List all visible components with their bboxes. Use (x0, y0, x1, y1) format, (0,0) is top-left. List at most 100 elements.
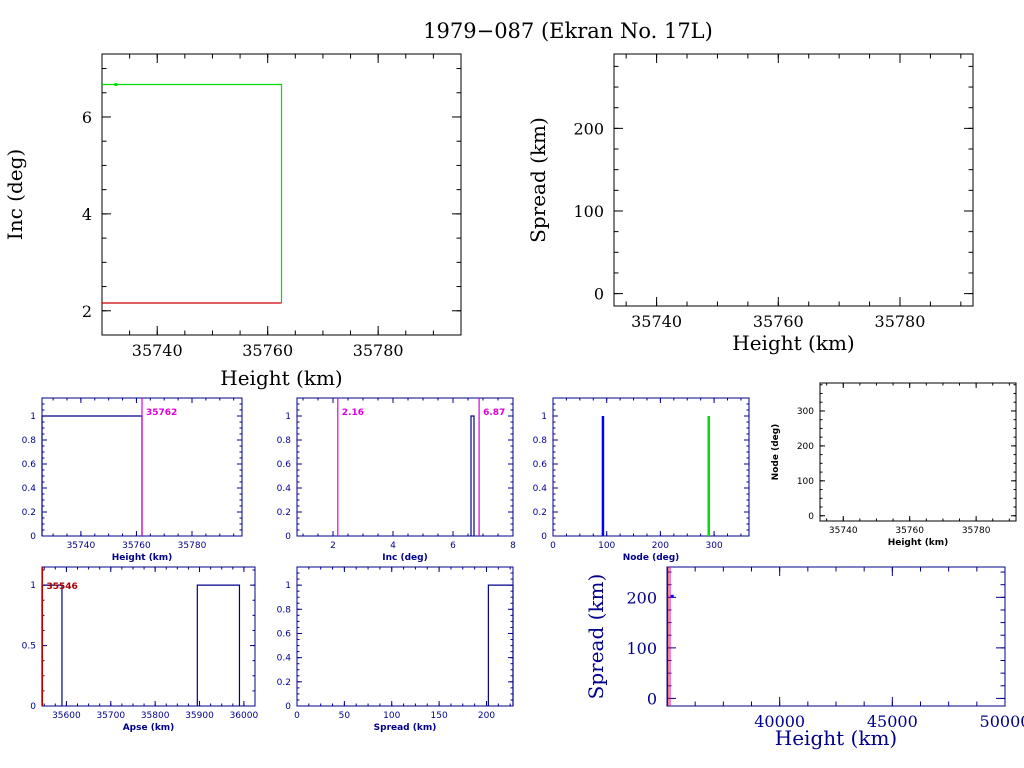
data-point (670, 594, 674, 598)
y-tick-label: 200 (573, 119, 604, 138)
data-point (114, 83, 118, 87)
y-tick-label: 0 (285, 702, 291, 712)
x-axis-label: Spread (km) (374, 723, 437, 733)
y-tick-label: 0.8 (277, 605, 292, 615)
plot-frame (101, 53, 462, 336)
y-tick-label: 4 (82, 205, 92, 224)
y-tick-label: 0.4 (533, 484, 548, 494)
x-tick-label: 2 (330, 541, 336, 551)
marker-label: 2.16 (342, 408, 364, 418)
y-tick-label: 2 (82, 302, 92, 321)
x-tick-label: 6 (450, 541, 456, 551)
x-tick-label: 150 (431, 711, 448, 721)
x-tick-label: 200 (652, 541, 669, 551)
hist-apse-chart: 35600 35700 35800 35900 36000 0 0.5 1 Apse (km) 3… (22, 566, 259, 733)
y-axis-label: Spread (km) (584, 574, 608, 700)
inc-vs-height-chart: 35740 35760 35780 2 4 6 Height (km) Inc (deg) (3, 53, 462, 390)
y-tick-label: 0.8 (277, 436, 292, 446)
y-tick-label: 0.2 (22, 508, 36, 518)
y-tick-label: 0.6 (277, 460, 292, 470)
y-tick-label: 0 (30, 702, 36, 712)
x-tick-label: 300 (706, 541, 723, 551)
plot-frame (819, 382, 1017, 522)
y-tick-label: 0.6 (533, 460, 548, 470)
hist-inc-chart: 2 4 6 8 0 0.2 0.4 0.6 0.8 1 Inc (deg) 2.16 6.87 (277, 397, 516, 563)
y-tick-label: 100 (797, 477, 814, 487)
marker-label: 35546 (46, 582, 77, 592)
x-tick-label: 35780 (353, 341, 404, 360)
x-axis-label: Height (km) (888, 538, 949, 548)
y-tick-label: 300 (797, 407, 814, 417)
x-tick-label: 36000 (230, 711, 259, 721)
x-tick-label: 35600 (52, 711, 81, 721)
series-line (102, 83, 283, 304)
x-tick-label: 35760 (242, 341, 293, 360)
y-tick-label: 0.4 (277, 484, 292, 494)
x-tick-label: 35900 (185, 711, 214, 721)
y-tick-label: 1 (30, 412, 36, 422)
hist-height-chart: 35740 35760 35780 0 0.2 0.4 0.6 0.8 1 Height (km)… (22, 397, 243, 563)
y-tick-label: 0 (30, 532, 36, 542)
y-tick-label: 0 (285, 532, 291, 542)
plot-frame (666, 566, 1006, 707)
y-tick-label: 0.5 (22, 642, 36, 652)
x-tick-label: 4 (390, 541, 396, 551)
y-tick-label: 0.4 (22, 484, 37, 494)
x-tick-label: 0 (550, 541, 556, 551)
y-tick-label: 1 (285, 412, 291, 422)
x-tick-label: 35780 (875, 312, 926, 331)
histogram-bar (470, 415, 475, 536)
x-tick-label: 35740 (67, 541, 96, 551)
y-tick-label: 1 (30, 581, 36, 591)
x-tick-label: 35740 (631, 312, 682, 331)
x-tick-label: 100 (598, 541, 615, 551)
y-tick-label: 6 (82, 108, 92, 127)
marker-label: 6.87 (483, 408, 505, 418)
y-tick-label: 0.6 (277, 629, 292, 639)
y-axis-label: Spread (km) (526, 117, 550, 243)
y-tick-label: 0 (594, 285, 604, 304)
y-axis-label: Inc (deg) (3, 149, 27, 240)
y-tick-label: 1 (285, 581, 291, 591)
x-axis-label: Height (km) (112, 553, 173, 563)
x-tick-label: 35740 (132, 341, 183, 360)
histogram-bar (487, 584, 514, 706)
node-vs-height-chart: 35740 35760 35780 0 100 200 300 Height (km) Node… (771, 382, 1017, 548)
y-tick-label: 0.6 (22, 460, 37, 470)
plot-frame (613, 53, 974, 307)
plot-frame (552, 397, 750, 537)
x-tick-label: 35800 (141, 711, 170, 721)
spread-vs-height-top-chart: 35740 35760 35780 0 100 200 Height (km) Spread … (526, 53, 974, 355)
marker-label: 35762 (146, 408, 177, 418)
y-tick-label: 0.8 (533, 436, 548, 446)
figure-title: 1979−087 (Ekran No. 17L) (423, 19, 713, 43)
y-tick-label: 0 (808, 512, 814, 522)
x-tick-label: 40000 (754, 712, 805, 731)
y-tick-label: 0.4 (277, 654, 292, 664)
histogram-bar (196, 584, 241, 706)
x-axis-label: Height (km) (775, 726, 897, 750)
x-tick-label: 35760 (895, 526, 924, 536)
y-tick-label: 0 (541, 532, 547, 542)
x-tick-label: 35760 (122, 541, 151, 551)
y-tick-label: 0 (647, 689, 657, 708)
histogram-bar (41, 415, 143, 536)
x-tick-label: 35780 (962, 526, 991, 536)
hist-spread-chart: 0 50 100 150 200 0 0.2 0.4 0.6 0.8 1 Spread (km) (277, 566, 514, 733)
y-tick-label: 0.8 (22, 436, 37, 446)
x-tick-label: 100 (383, 711, 400, 721)
x-tick-label: 45000 (867, 712, 918, 731)
x-tick-label: 8 (510, 541, 516, 551)
x-tick-label: 35760 (753, 312, 804, 331)
y-tick-label: 200 (797, 442, 814, 452)
y-tick-label: 100 (573, 202, 604, 221)
x-tick-label: 35700 (96, 711, 125, 721)
y-tick-label: 1 (541, 412, 547, 422)
y-tick-label: 200 (626, 588, 657, 607)
y-tick-label: 0.2 (277, 678, 291, 688)
y-tick-label: 0.2 (277, 508, 291, 518)
x-axis-label: Apse (km) (123, 723, 175, 733)
